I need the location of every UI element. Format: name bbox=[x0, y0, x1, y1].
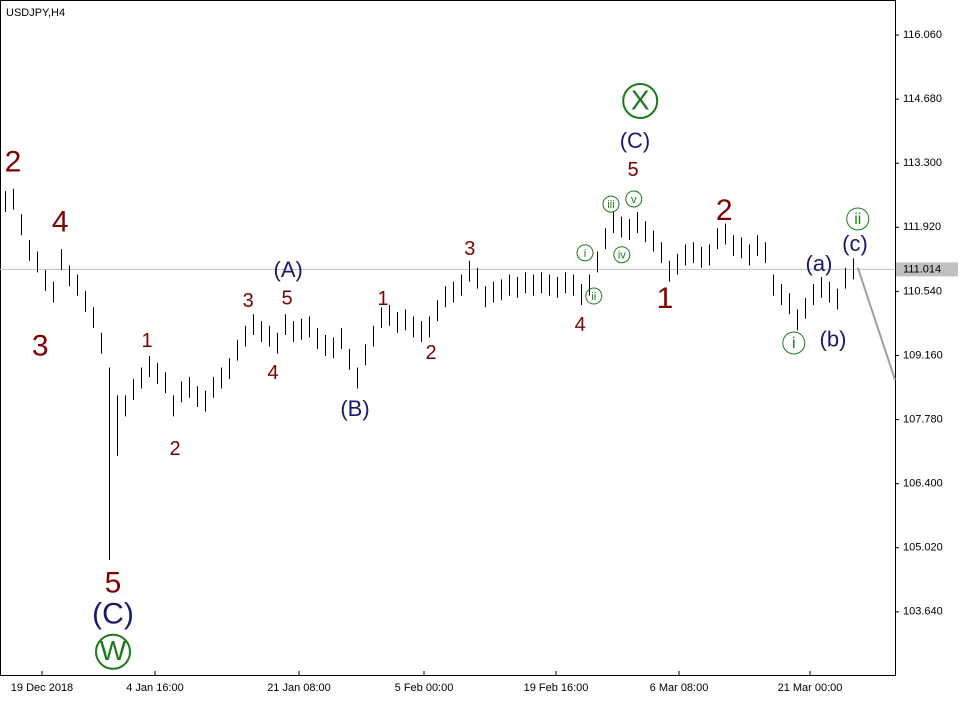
wave-label: (C) bbox=[92, 598, 134, 631]
y-tick-label: 105.020 bbox=[903, 542, 943, 554]
wave-label: 1 bbox=[141, 330, 152, 352]
wave-label: (a) bbox=[806, 251, 833, 276]
y-tick-label: 107.780 bbox=[903, 413, 943, 425]
wave-label: iii bbox=[607, 199, 614, 211]
wave-circle bbox=[602, 195, 620, 213]
wave-label: 1 bbox=[657, 282, 674, 315]
x-tick-label: 6 Mar 08:00 bbox=[650, 682, 709, 694]
forecast-line bbox=[856, 267, 896, 380]
wave-circle bbox=[846, 207, 870, 231]
wave-label: (c) bbox=[842, 231, 868, 256]
wave-label: X bbox=[631, 84, 650, 115]
wave-label: 5 bbox=[627, 159, 638, 181]
wave-label: 3 bbox=[464, 238, 475, 260]
wave-circle bbox=[585, 287, 603, 305]
wave-label: 2 bbox=[716, 194, 733, 227]
wave-label: (C) bbox=[620, 128, 651, 153]
y-tick-label: 109.160 bbox=[903, 349, 943, 361]
wave-label: 1 bbox=[377, 288, 388, 310]
x-tick-label: 5 Feb 00:00 bbox=[395, 682, 454, 694]
x-tick-label: 4 Jan 16:00 bbox=[126, 682, 184, 694]
price-label: 111.014 bbox=[903, 263, 941, 275]
wave-label: i bbox=[792, 335, 796, 352]
wave-label: 4 bbox=[267, 362, 278, 384]
wave-circle bbox=[622, 82, 659, 119]
wave-label: iv bbox=[618, 250, 626, 262]
wave-label: ii bbox=[854, 211, 861, 228]
y-tick-label: 111.920 bbox=[903, 221, 941, 233]
wave-circle bbox=[576, 244, 594, 262]
wave-label: (b) bbox=[820, 327, 847, 352]
wave-circle bbox=[613, 246, 631, 264]
y-tick-label: 110.540 bbox=[903, 285, 942, 297]
wave-label: 5 bbox=[105, 567, 122, 600]
wave-label: W bbox=[100, 635, 127, 666]
x-tick-label: 21 Jan 08:00 bbox=[267, 682, 331, 694]
y-tick-label: 103.640 bbox=[903, 606, 943, 618]
plot-frame bbox=[0, 0, 896, 676]
wave-label: 3 bbox=[32, 330, 49, 363]
wave-circle bbox=[782, 331, 806, 355]
wave-label: (B) bbox=[340, 396, 369, 421]
wave-label: 3 bbox=[243, 290, 254, 312]
wave-label: i bbox=[584, 248, 586, 260]
x-tick-label: 21 Mar 00:00 bbox=[778, 682, 843, 694]
wave-circle bbox=[95, 633, 131, 670]
y-tick-label: 116.060 bbox=[903, 29, 942, 41]
y-tick-label: 114.680 bbox=[903, 93, 942, 105]
y-tick-label: 113.300 bbox=[903, 157, 942, 169]
wave-label: 5 bbox=[281, 287, 292, 309]
x-tick-label: 19 Feb 16:00 bbox=[524, 682, 589, 694]
price-label-box bbox=[896, 262, 958, 277]
wave-label: ii bbox=[591, 291, 596, 303]
y-tick-label: 106.400 bbox=[903, 478, 943, 490]
x-tick-label: 19 Dec 2018 bbox=[11, 682, 73, 694]
chart-title: USDJPY,H4 bbox=[6, 7, 65, 19]
wave-label: (A) bbox=[274, 257, 303, 282]
wave-label: v bbox=[631, 194, 637, 206]
wave-circle bbox=[625, 190, 643, 208]
wave-label: 2 bbox=[169, 438, 180, 460]
wave-label: 2 bbox=[425, 342, 436, 364]
wave-label: 4 bbox=[575, 314, 586, 336]
wave-label: 4 bbox=[52, 206, 69, 239]
wave-label: 2 bbox=[5, 146, 22, 179]
